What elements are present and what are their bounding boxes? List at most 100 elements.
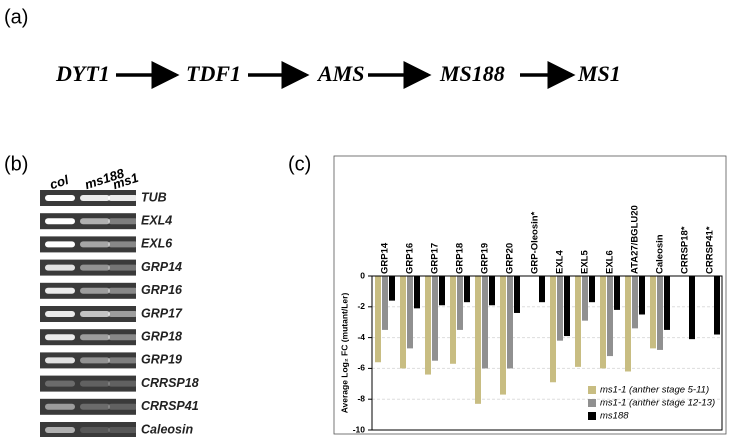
gel-band	[108, 403, 138, 410]
gel-band	[45, 287, 75, 294]
gene-label: GRP17	[141, 306, 183, 320]
category-label: GRP20	[505, 243, 516, 274]
y-tick-label: -8	[357, 393, 365, 403]
gel-lane	[40, 375, 136, 392]
bar	[550, 276, 556, 383]
bar	[475, 276, 481, 404]
gel-band	[80, 195, 110, 201]
bar	[414, 276, 420, 309]
plot-frame	[371, 275, 723, 431]
bar	[489, 276, 495, 306]
gel-lane	[40, 422, 136, 438]
pathway-node: TDF1	[186, 61, 241, 86]
gene-label: CRRSP18	[141, 376, 199, 390]
bar	[625, 276, 631, 372]
y-tick-label: -10	[353, 424, 366, 434]
y-axis-title: Average Log₂ FC (mutant/Ler)	[339, 293, 349, 414]
y-tick-label: 0	[360, 270, 365, 280]
bar	[564, 276, 570, 337]
pathway-node: MS188	[439, 61, 505, 86]
bar	[639, 276, 645, 315]
y-tick-label: -6	[357, 363, 365, 373]
legend-swatch	[588, 412, 596, 420]
panel-label: (c)	[288, 153, 311, 175]
bar	[557, 276, 563, 341]
bar	[407, 276, 413, 349]
bar	[600, 276, 606, 369]
gel-lane	[40, 259, 136, 276]
legend-swatch	[588, 386, 596, 394]
gene-label: GRP16	[141, 283, 183, 297]
bar	[425, 276, 431, 375]
bar	[607, 276, 613, 357]
category-label: GRP14	[380, 242, 391, 274]
gel-band	[45, 380, 75, 387]
category-label: Caleosin	[655, 234, 666, 274]
gel-lane	[40, 398, 136, 415]
gel-band	[80, 218, 110, 225]
gel-band	[108, 334, 138, 341]
legend-label: ms1-1 (anther stage 5-11)	[600, 385, 709, 396]
gel-band	[108, 241, 138, 248]
gel-band	[80, 357, 110, 364]
category-label: GRP17	[430, 243, 441, 274]
gel-band	[80, 311, 110, 317]
pathway-node: MS1	[577, 61, 621, 86]
chart-frame	[333, 155, 727, 435]
gene-label: GRP14	[141, 260, 182, 274]
category-label: CRRSP18*	[680, 226, 691, 274]
bar	[400, 276, 406, 369]
pathway-node: DYT1	[55, 61, 110, 86]
y-tick-label: -4	[357, 332, 365, 342]
bar	[457, 276, 463, 330]
panel-label: (b)	[4, 153, 28, 175]
gel-band	[80, 264, 110, 271]
bar	[389, 276, 395, 301]
bar	[507, 276, 513, 369]
gene-label: EXL6	[141, 237, 173, 251]
gel-band	[80, 334, 110, 341]
gel-band	[80, 403, 110, 410]
bar	[439, 276, 445, 306]
bar	[464, 276, 470, 303]
category-label: GRP18	[455, 243, 466, 274]
category-label: GRP-Oleosin*	[530, 211, 541, 274]
gel-band	[108, 195, 138, 201]
bar	[500, 276, 506, 395]
bar	[539, 276, 545, 303]
gel-band	[45, 311, 75, 317]
bar	[657, 276, 663, 350]
category-label: ATA27/BGLU20	[630, 205, 641, 274]
category-label: GRP19	[480, 243, 491, 274]
category-label: GRP16	[405, 243, 416, 274]
gel-band	[45, 195, 75, 201]
bar	[689, 276, 695, 340]
gel-band	[108, 264, 138, 271]
bar	[632, 276, 638, 329]
gel-band	[80, 241, 110, 248]
gel-lane	[40, 352, 136, 369]
gene-label: EXL4	[141, 213, 172, 227]
gel-band	[45, 264, 75, 271]
bar	[382, 276, 388, 330]
gel-band	[108, 380, 138, 387]
category-label: CRRSP41*	[705, 226, 716, 274]
gel-band	[108, 287, 138, 294]
gene-label: GRP19	[141, 353, 182, 367]
gel-band	[45, 427, 75, 433]
category-label: EXL4	[555, 250, 566, 274]
bar	[575, 276, 581, 367]
bar	[375, 276, 381, 363]
bar	[432, 276, 438, 361]
bar	[589, 276, 595, 303]
legend-swatch	[588, 399, 596, 407]
bar	[650, 276, 656, 349]
category-label: EXL6	[605, 250, 616, 274]
gel-band	[108, 311, 138, 317]
gel-band	[45, 334, 75, 341]
legend-label: ms188	[600, 411, 629, 422]
gel-band	[108, 427, 138, 433]
gel-band	[80, 380, 110, 387]
bar	[714, 276, 720, 335]
